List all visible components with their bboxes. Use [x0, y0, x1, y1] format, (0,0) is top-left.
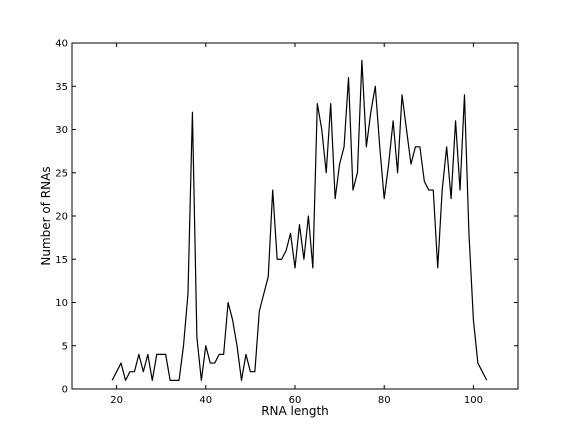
x-tick-label: 20: [110, 395, 123, 406]
axis-ticks: [72, 42, 518, 390]
plot-area: [71, 42, 519, 390]
x-tick-label: 80: [378, 395, 391, 406]
y-tick-label: 15: [55, 255, 68, 266]
axis-tick-labels: 20 40 60 80 100 0 5 10 15 20 25 30 35 40: [55, 39, 483, 407]
x-tick-label: 40: [199, 395, 212, 406]
series-line: [111, 59, 488, 381]
y-tick-label: 35: [55, 82, 68, 93]
y-tick-label: 20: [55, 212, 68, 223]
y-tick-label: 0: [62, 385, 68, 396]
y-tick-label: 25: [55, 168, 68, 179]
y-tick-label: 5: [62, 341, 68, 352]
x-axis-label: RNA length: [261, 404, 329, 418]
y-tick-label: 10: [55, 298, 68, 309]
x-tick-label: 60: [289, 395, 302, 406]
y-tick-label: 40: [55, 39, 68, 50]
y-tick-label: 30: [55, 125, 68, 136]
y-axis-label: Number of RNAs: [39, 166, 53, 265]
x-tick-label: 100: [464, 395, 483, 406]
